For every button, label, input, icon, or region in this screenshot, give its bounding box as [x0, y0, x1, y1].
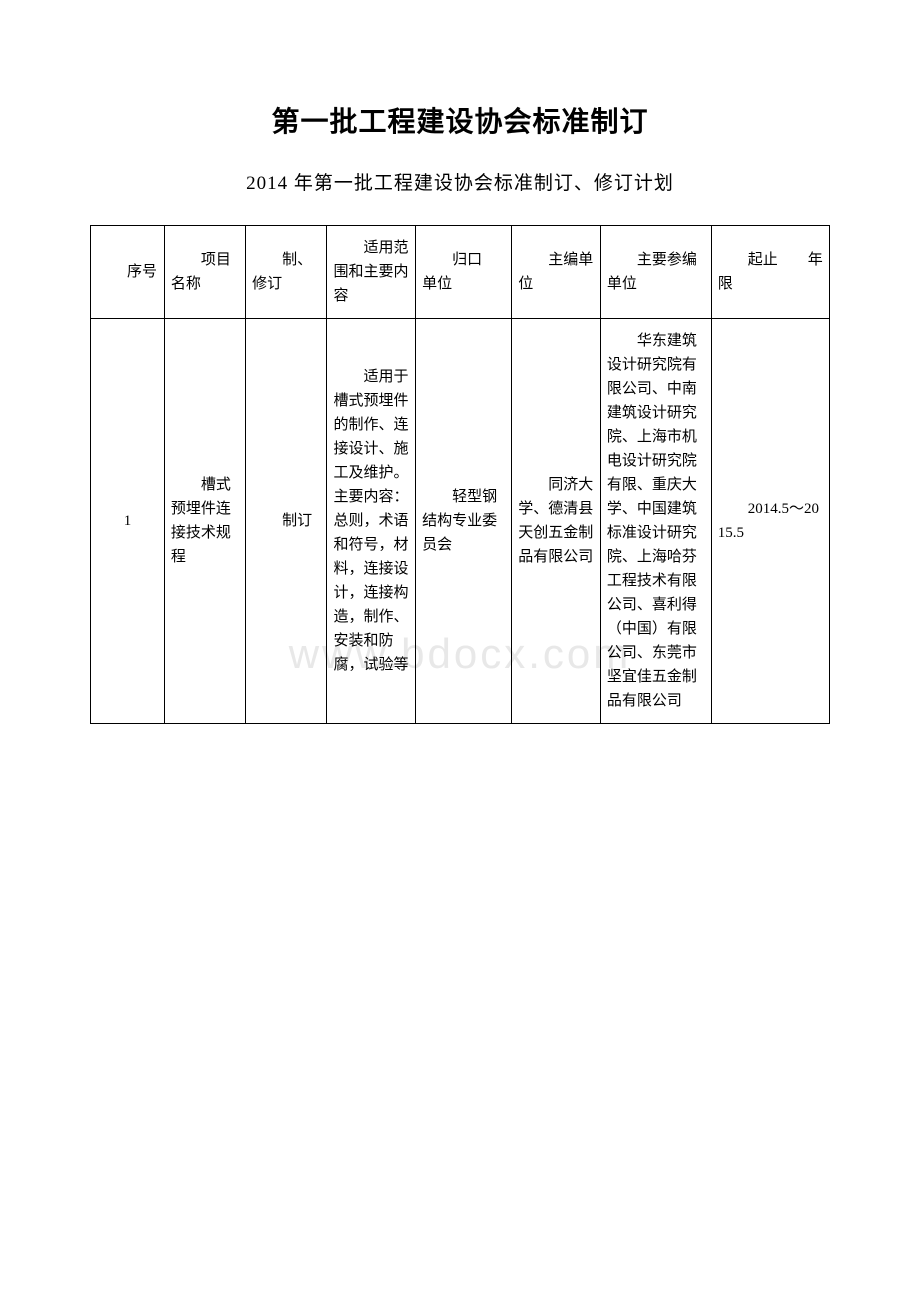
table-header-row: 序号 项目名称 制、修订 适用范围和主要内容 归口 单位 主编单位 主要参编单位… — [91, 226, 830, 319]
header-scope: 适用范围和主要内容 — [327, 226, 416, 319]
cell-dept: 轻型钢结构专业委员会 — [416, 319, 512, 724]
header-editor: 主编单位 — [512, 226, 601, 319]
page-title: 第一批工程建设协会标准制订 — [90, 100, 830, 140]
cell-editor: 同济大学、德清县天创五金制品有限公司 — [512, 319, 601, 724]
header-participants: 主要参编单位 — [600, 226, 711, 319]
header-seq: 序号 — [91, 226, 165, 319]
header-period: 起止 年限 — [711, 226, 829, 319]
cell-period: 2014.5～2015.5 — [711, 319, 829, 724]
cell-project-name: 槽式预埋件连接技术规程 — [164, 319, 245, 724]
page-subtitle: 2014 年第一批工程建设协会标准制订、修订计划 — [90, 168, 830, 195]
standards-table: 序号 项目名称 制、修订 适用范围和主要内容 归口 单位 主编单位 主要参编单位… — [90, 225, 830, 724]
header-project-name: 项目名称 — [164, 226, 245, 319]
table-row: 1 槽式预埋件连接技术规程 制订 适用于槽式预埋件的制作、连接设计、施工及维护。… — [91, 319, 830, 724]
cell-scope: 适用于槽式预埋件的制作、连接设计、施工及维护。主要内容：总则，术语和符号，材料，… — [327, 319, 416, 724]
cell-participants: 华东建筑设计研究院有限公司、中南建筑设计研究院、上海市机电设计研究院有限、重庆大… — [600, 319, 711, 724]
cell-type: 制订 — [246, 319, 327, 724]
header-dept: 归口 单位 — [416, 226, 512, 319]
cell-seq: 1 — [91, 319, 165, 724]
header-type: 制、修订 — [246, 226, 327, 319]
